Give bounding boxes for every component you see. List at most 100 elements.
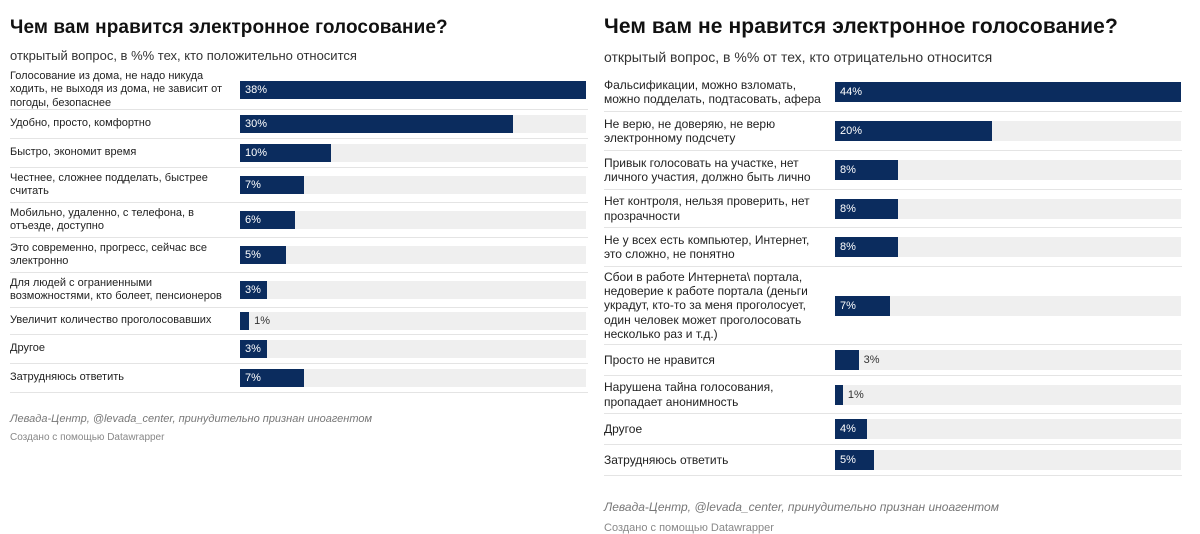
bar-row: Это современно, прогресс, сейчас все эле… — [10, 238, 588, 273]
category-label: Другое — [10, 342, 45, 355]
source-note: Левада-Центр, @levada_center, принудител… — [10, 413, 373, 425]
bar-row: Нет контроля, нельзя проверить, нет проз… — [604, 190, 1182, 228]
bar-row: Фальсификации, можно взломать, можно под… — [604, 73, 1182, 112]
bar-track: 6% — [240, 211, 586, 229]
chart-panel-positive: Чем вам нравится электронное голосование… — [10, 0, 588, 443]
category-label: Затрудняюсь ответить — [604, 452, 729, 467]
value-label: 7% — [840, 299, 856, 312]
value-label: 3% — [863, 354, 880, 366]
datawrapper-credit: Создано с помощью Datawrapper — [604, 522, 774, 534]
category-label: Сбои в работе Интернета\ портала, недове… — [604, 269, 808, 342]
bar — [835, 160, 898, 180]
chart-title: Чем вам нравится электронное голосование… — [10, 17, 448, 38]
bar — [835, 350, 859, 370]
value-label: 8% — [840, 202, 856, 215]
category-label: Другое — [604, 421, 643, 436]
chart-title: Чем вам не нравится электронное голосова… — [604, 15, 1118, 38]
bar-row: Затрудняюсь ответить 7% — [10, 364, 588, 393]
value-label: 3% — [245, 343, 261, 355]
bar — [835, 198, 898, 219]
category-label: Голосование из дома, не надо никуда ходи… — [10, 70, 223, 109]
bar-rows: Голосование из дома, не надо никуда ходи… — [10, 70, 588, 393]
bar-track: 44% — [835, 82, 1181, 102]
bar-track: 1% — [240, 312, 586, 330]
bar — [240, 176, 304, 194]
bar — [835, 121, 993, 141]
source-note: Левада-Центр, @levada_center, принудител… — [604, 500, 999, 514]
value-label: 1% — [254, 315, 270, 327]
bar — [835, 295, 890, 316]
value-label: 38% — [245, 84, 268, 96]
bar-row: Быстро, экономит время 10% — [10, 139, 588, 168]
bar-track: 3% — [835, 350, 1181, 370]
bar-row: Голосование из дома, не надо никуда ходи… — [10, 70, 588, 110]
category-label: Быстро, экономит время — [10, 146, 137, 159]
category-label: Просто не нравится — [604, 352, 715, 367]
bar — [240, 81, 586, 99]
bar-row: Не у всех есть компьютер, Интернет, это … — [604, 228, 1182, 267]
value-label: 7% — [245, 372, 261, 384]
value-label: 5% — [245, 249, 261, 261]
category-label: Фальсификации, можно взломать, можно под… — [604, 77, 821, 106]
value-label: 30% — [245, 118, 268, 130]
bar-track: 30% — [240, 115, 586, 133]
bar-track: 3% — [240, 340, 586, 358]
category-label: Мобильно, удаленно, с телефона, в отъезд… — [10, 206, 194, 232]
bar-track: 5% — [835, 450, 1181, 470]
bar — [835, 384, 843, 405]
bar-row: Привык голосовать на участке, нет личног… — [604, 151, 1182, 190]
bar-row: Сбои в работе Интернета\ портала, недове… — [604, 267, 1182, 345]
bar-track: 10% — [240, 144, 586, 162]
value-label: 3% — [245, 284, 261, 296]
bar-track: 3% — [240, 281, 586, 299]
bar-row: Другое 4% — [604, 414, 1182, 445]
value-label: 20% — [840, 125, 863, 137]
value-label: 44% — [840, 86, 863, 98]
bar — [240, 211, 295, 229]
bar-track: 7% — [835, 295, 1181, 316]
bar-track: 7% — [240, 369, 586, 387]
category-label: Для людей с ограниенными возможностями, … — [10, 276, 222, 302]
bar-row: Не верю, не доверяю, не верю электронном… — [604, 112, 1182, 151]
bar-row: Мобильно, удаленно, с телефона, в отъезд… — [10, 203, 588, 238]
bar-track: 8% — [835, 237, 1181, 257]
bar — [835, 419, 867, 439]
bar-row: Другое 3% — [10, 335, 588, 364]
category-label: Нарушена тайна голосования, пропадает ан… — [604, 380, 774, 409]
category-label: Привык голосовать на участке, нет личног… — [604, 155, 811, 184]
bar-track: 38% — [240, 81, 586, 99]
category-label: Это современно, прогресс, сейчас все эле… — [10, 241, 207, 267]
bar-row: Затрудняюсь ответить 5% — [604, 445, 1182, 476]
value-label: 7% — [245, 179, 261, 191]
bar-track: 1% — [835, 384, 1181, 405]
bar — [240, 312, 250, 330]
category-label: Нет контроля, нельзя проверить, нет проз… — [604, 194, 810, 223]
value-label: 10% — [245, 147, 268, 159]
category-label: Честнее, сложнее подделать, быстрее счит… — [10, 171, 208, 197]
value-label: 8% — [840, 164, 856, 176]
bar — [240, 115, 514, 133]
value-label: 4% — [840, 423, 856, 435]
chart-subtitle: открытый вопрос, в %% от тех, кто отрица… — [604, 49, 993, 65]
bar-track: 20% — [835, 121, 1181, 141]
category-label: Не верю, не доверяю, не верю электронном… — [604, 116, 776, 145]
bar-row: Увеличит количество проголосовавших 1% — [10, 308, 588, 335]
bar-rows: Фальсификации, можно взломать, можно под… — [604, 73, 1182, 476]
bar-row: Нарушена тайна голосования, пропадает ан… — [604, 376, 1182, 414]
category-label: Затрудняюсь ответить — [10, 371, 125, 384]
bar — [835, 450, 875, 470]
category-label: Увеличит количество проголосовавших — [10, 314, 212, 327]
bar — [835, 237, 898, 257]
bar-row: Просто не нравится 3% — [604, 345, 1182, 376]
bar — [240, 369, 304, 387]
bar — [240, 246, 286, 264]
bar-track: 5% — [240, 246, 586, 264]
bar-row: Честнее, сложнее подделать, быстрее счит… — [10, 168, 588, 203]
chart-subtitle: открытый вопрос, в %% тех, кто положител… — [10, 48, 357, 63]
bar-row: Удобно, просто, комфортно 30% — [10, 110, 588, 139]
bar — [240, 281, 268, 299]
datawrapper-credit: Создано с помощью Datawrapper — [10, 432, 165, 443]
value-label: 5% — [840, 454, 856, 466]
value-label: 8% — [840, 241, 856, 253]
category-label: Не у всех есть компьютер, Интернет, это … — [604, 232, 810, 261]
